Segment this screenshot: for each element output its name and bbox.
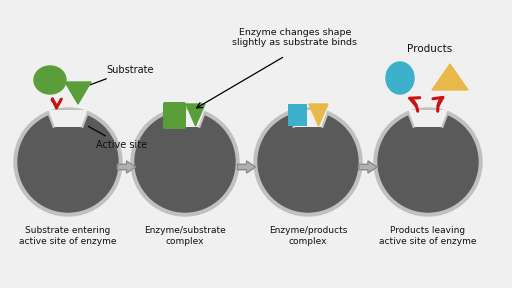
Text: Enzyme changes shape
slightly as substrate binds: Enzyme changes shape slightly as substra… — [232, 28, 357, 48]
Polygon shape — [34, 66, 66, 94]
Text: Substrate: Substrate — [90, 65, 154, 85]
Circle shape — [135, 112, 235, 212]
Text: Enzyme/products
complex: Enzyme/products complex — [269, 226, 347, 246]
Polygon shape — [48, 110, 88, 127]
Circle shape — [18, 112, 118, 212]
Polygon shape — [386, 62, 414, 94]
Polygon shape — [117, 161, 136, 173]
Circle shape — [131, 108, 239, 216]
Polygon shape — [309, 104, 328, 126]
Polygon shape — [238, 161, 255, 173]
Text: Active site: Active site — [89, 126, 147, 150]
Text: Products leaving
active site of enzyme: Products leaving active site of enzyme — [379, 226, 477, 246]
Polygon shape — [288, 110, 328, 127]
Polygon shape — [65, 82, 91, 104]
Circle shape — [14, 108, 122, 216]
Circle shape — [378, 112, 478, 212]
Polygon shape — [359, 161, 377, 173]
Text: Enzyme/substrate
complex: Enzyme/substrate complex — [144, 226, 226, 246]
Polygon shape — [186, 104, 205, 126]
Text: Products: Products — [408, 44, 453, 54]
Circle shape — [374, 108, 482, 216]
Circle shape — [258, 112, 358, 212]
Circle shape — [254, 108, 362, 216]
Text: Substrate entering
active site of enzyme: Substrate entering active site of enzyme — [19, 226, 117, 246]
Polygon shape — [165, 110, 205, 127]
Polygon shape — [288, 104, 307, 126]
Polygon shape — [408, 110, 448, 127]
FancyBboxPatch shape — [163, 102, 186, 129]
Polygon shape — [432, 64, 468, 90]
